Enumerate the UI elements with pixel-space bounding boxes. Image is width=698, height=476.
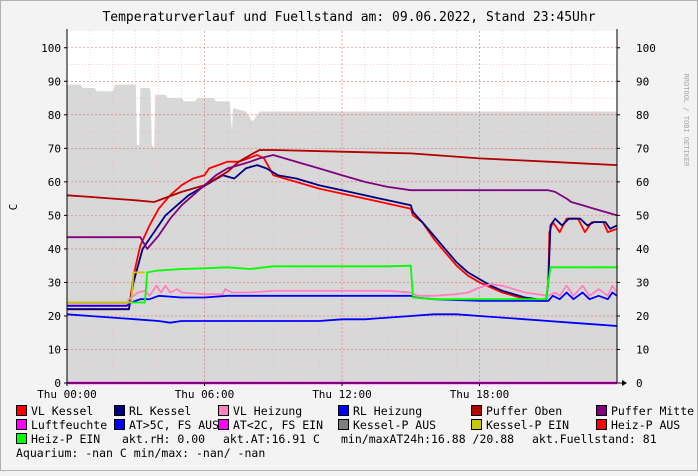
series-at-5c-fs-aus-line xyxy=(66,313,618,327)
legend-label: Puffer Oben xyxy=(486,404,563,418)
y-tick-label-left: 70 xyxy=(48,142,61,155)
y-tick-label-left: 20 xyxy=(48,310,61,323)
legend-swatch xyxy=(596,405,607,416)
legend-label: RL Kessel xyxy=(129,404,192,418)
legend-row-2: Luftfeuchte AT>5C, FS AUS AT<2C, FS EIN Kes… xyxy=(16,418,692,432)
legend-swatch xyxy=(114,419,125,430)
legend-item-kessel-p-ein: Kessel-P EIN xyxy=(471,418,569,432)
legend-swatch xyxy=(471,405,482,416)
series-puffer-mitte-line xyxy=(67,154,618,250)
series-vl-heizung-line xyxy=(67,283,618,306)
x-axis-arrow xyxy=(622,380,627,386)
legend-swatch xyxy=(338,405,349,416)
legend-label: AT<2C, FS EIN xyxy=(233,418,324,432)
y-tick-label-left: 60 xyxy=(48,176,61,189)
legend-item-heiz-p-ein: Heiz-P EIN xyxy=(16,432,100,446)
legend-row-3: akt.rH: 0.00 akt.AT:16.91 C min/maxAT24h… xyxy=(16,432,692,446)
legend-label: RL Heizung xyxy=(353,404,423,418)
y-tick-label-left: 10 xyxy=(48,343,61,356)
legend-item-at-5c-fs-aus: AT>5C, FS AUS xyxy=(114,418,219,432)
legend-label: Kessel-P EIN xyxy=(486,418,570,432)
legend-label: VL Kessel xyxy=(31,404,94,418)
x-tick-label: Thu 18:00 xyxy=(450,388,510,401)
legend-swatch xyxy=(596,419,607,430)
y-tick-label-right: 80 xyxy=(636,109,649,122)
legend-swatch xyxy=(16,433,27,444)
legend-label: Puffer Mitte xyxy=(611,404,695,418)
legend-label: Luftfeuchte xyxy=(31,418,108,432)
y-axis-label: C xyxy=(7,204,20,211)
legend-item-puffer-mitte: Puffer Mitte xyxy=(596,404,694,418)
series-luftfeuchte-area xyxy=(67,84,617,383)
series-kessel-p-ein-line xyxy=(67,271,145,304)
y-tick-label-right: 60 xyxy=(636,176,649,189)
current-fill-level: akt.Fuellstand: 81 xyxy=(532,432,657,446)
y-tick-label-left: 0 xyxy=(54,377,61,390)
legend-item-vl-heizung: VL Heizung xyxy=(218,404,302,418)
legend-item-rl-kessel: RL Kessel xyxy=(114,404,191,418)
legend-item-at-2c-fs-ein: AT<2C, FS EIN xyxy=(218,418,323,432)
x-tick-label: Thu 00:00 xyxy=(37,388,97,401)
legend-label: Kessel-P AUS xyxy=(353,418,437,432)
legend-row-1: VL Kessel RL Kessel VL Heizung RL Heizung Pu… xyxy=(16,404,694,418)
y-tick-label-left: 50 xyxy=(48,209,61,222)
y-tick-label-left: 40 xyxy=(48,243,61,256)
current-outdoor-temperature: akt.AT:16.91 C xyxy=(223,432,320,446)
y-tick-label-right: 100 xyxy=(636,42,656,55)
legend-swatch xyxy=(218,405,229,416)
legend-item-rl-heizung: RL Heizung xyxy=(338,404,422,418)
legend-swatch xyxy=(114,405,125,416)
legend-label: VL Heizung xyxy=(233,404,303,418)
legend-item-luftfeuchte: Luftfeuchte xyxy=(16,418,107,432)
legend-item-kessel-p-aus: Kessel-P AUS xyxy=(338,418,436,432)
y-tick-label-left: 100 xyxy=(41,42,61,55)
y-tick-label-right: 40 xyxy=(636,243,649,256)
series-vl-kessel-line xyxy=(67,154,618,311)
x-tick-label: Thu 06:00 xyxy=(175,388,235,401)
y-tick-label-right: 90 xyxy=(636,75,649,88)
humidity-area-layer xyxy=(67,84,617,383)
y-tick-label-right: 20 xyxy=(636,310,649,323)
current-humidity: akt.rH: 0.00 xyxy=(122,432,206,446)
y-tick-label-right: 0 xyxy=(636,377,643,390)
legend-swatch xyxy=(16,405,27,416)
legend-swatch xyxy=(218,419,229,430)
y-tick-label-right: 50 xyxy=(636,209,649,222)
series-rl-kessel-line xyxy=(67,164,618,311)
y-tick-label-right: 30 xyxy=(636,276,649,289)
rrdtool-watermark: RRDTOOL / TOBI OETIKER xyxy=(682,74,690,168)
axes: 0 0 10 10 20 20 30 30 40 40 50 50 60 60 70 70 80 80 90 90 10… xyxy=(37,29,656,401)
legend-label: Heiz-P AUS xyxy=(611,418,681,432)
y-tick-label-right: 70 xyxy=(636,142,649,155)
legend-swatch xyxy=(16,419,27,430)
legend-item-vl-kessel: VL Kessel xyxy=(16,404,93,418)
legend-item-puffer-oben: Puffer Oben xyxy=(471,404,562,418)
chart-title: Temperaturverlauf und Fuellstand am: 09.… xyxy=(102,10,595,25)
legend-swatch xyxy=(338,419,349,430)
series-heiz-p-ein-line xyxy=(67,264,617,304)
aquarium-readout: Aquarium: -nan C min/max: -nan/ -nan xyxy=(16,446,266,460)
y-tick-label-left: 90 xyxy=(48,75,61,88)
series-lines xyxy=(66,149,618,385)
legend-row-4: Aquarium: -nan C min/max: -nan/ -nan xyxy=(16,446,692,460)
x-tick-label: Thu 12:00 xyxy=(312,388,372,401)
y-tick-label-left: 80 xyxy=(48,109,61,122)
legend: VL Kessel RL Kessel VL Heizung RL Heizung Pu… xyxy=(16,404,694,460)
legend-swatch xyxy=(471,419,482,430)
legend-item-heiz-p-aus: Heiz-P AUS xyxy=(596,418,680,432)
y-tick-label-left: 30 xyxy=(48,276,61,289)
y-tick-label-right: 10 xyxy=(636,343,649,356)
legend-label: Heiz-P EIN xyxy=(31,432,101,446)
legend-label: AT>5C, FS AUS xyxy=(129,418,220,432)
outdoor-temperature-min-max: min/maxAT24h:16.88 /20.88 xyxy=(341,432,515,446)
